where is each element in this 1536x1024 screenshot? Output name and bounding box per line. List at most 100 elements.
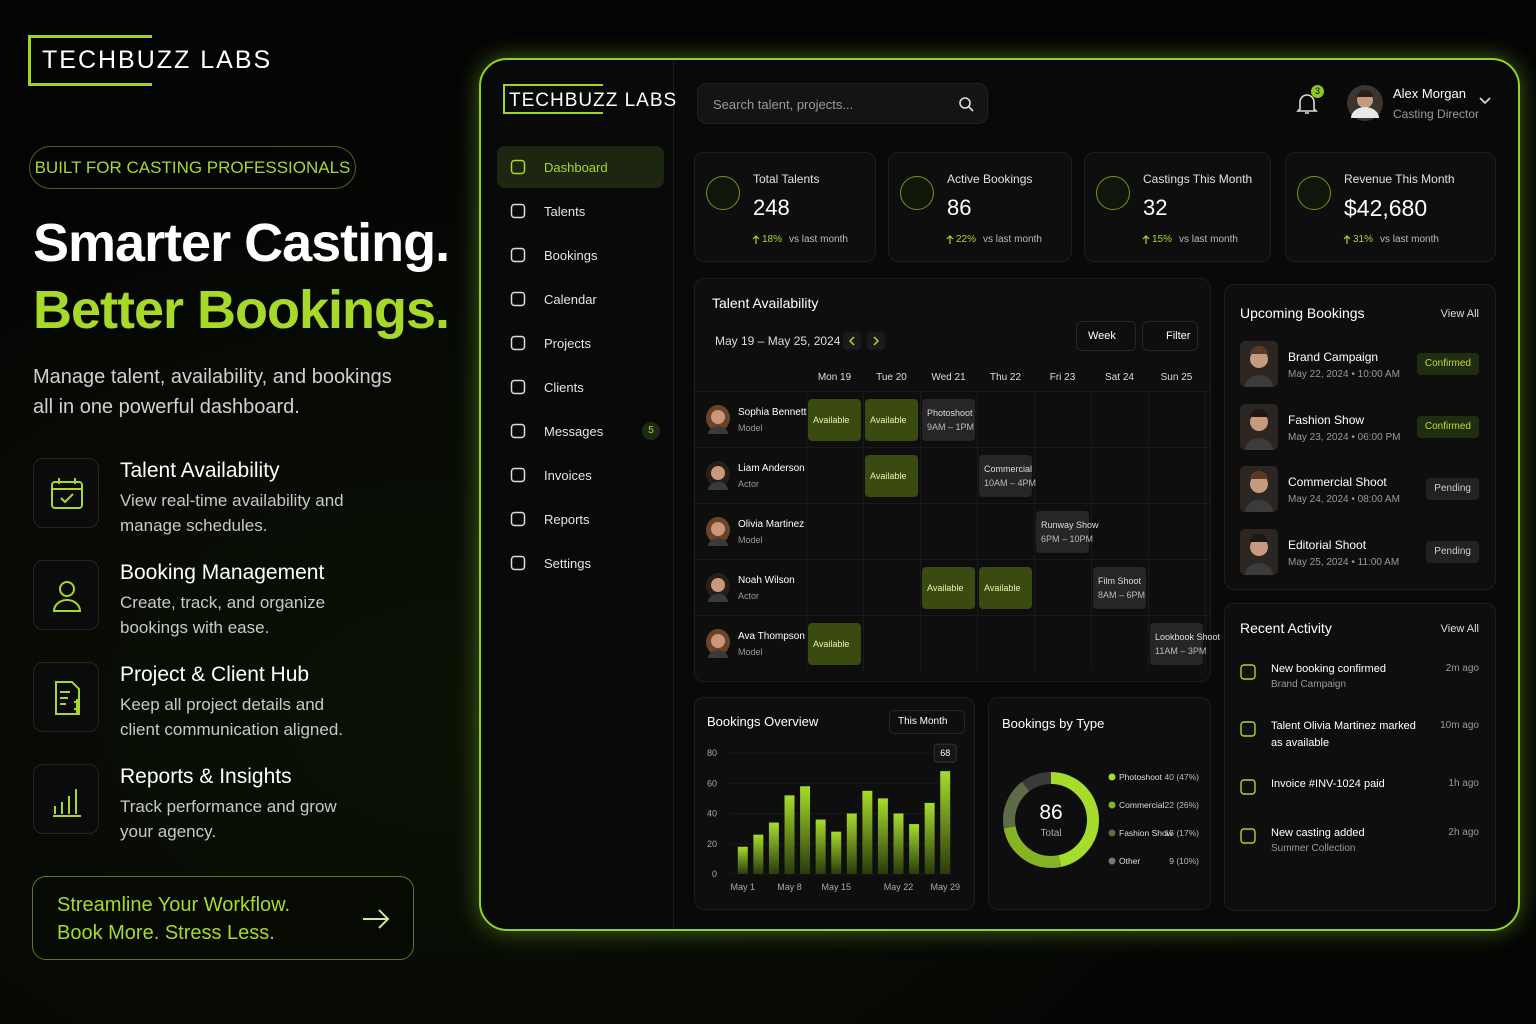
stat-value: 248 [753,195,790,220]
row-line [695,447,1210,448]
booking-slot[interactable]: Photoshoot 9AM – 1PM [922,399,975,441]
user-avatar[interactable] [1346,84,1384,122]
talent-name: Ava Thompson [738,631,805,642]
icon [55,681,80,715]
booking-name: Brand Campaign [1288,350,1379,364]
nav-item[interactable]: Bookings [497,234,664,276]
nav-icon [510,423,526,439]
booking-name: Fashion Show [1288,412,1365,427]
x-tick-label: May 8 [777,882,802,892]
panel-title: Recent Activity [1240,620,1332,636]
nav-item[interactable]: Reports [497,498,664,540]
period-select[interactable]: This Month [889,710,965,734]
day-header: Wed 21 [931,372,966,383]
icon [51,478,83,509]
bar [800,786,811,874]
hero-badge: BUILT FOR CASTING PROFESSIONALS [29,146,356,189]
filter-button[interactable]: Filter [1142,321,1198,351]
slot-label: Photoshoot [927,408,973,418]
panel-title: Bookings by Type [1002,716,1105,731]
nav-item[interactable]: Clients [497,366,664,408]
bar [893,813,904,874]
bell[interactable] [1294,90,1320,118]
booking-slot[interactable]: Lookbook Shoot 11AM – 3PM [1150,623,1220,665]
stat-label: Active Bookings [947,172,1033,186]
booking-slot[interactable]: Available [922,567,975,609]
nav-item[interactable]: Talents [497,190,664,232]
legend-dot [1108,801,1116,809]
search[interactable]: Search talent, projects... [697,83,988,124]
icon [53,789,81,817]
feature-text: Keep all project details and client comm… [120,695,344,739]
bar [768,822,779,874]
cta[interactable]: Streamline Your Workflow. Book More. Str… [32,876,414,960]
activity-detail: Brand Campaign [1271,679,1347,690]
nav-item[interactable]: Calendar [497,278,664,320]
nav-icon [510,247,526,263]
activity-icon [1240,828,1256,844]
view-all[interactable]: View All [1440,308,1479,320]
stat-change: 18% [762,234,783,245]
stat-card: Revenue This Month $42,680 31% vs last mont… [1285,152,1496,262]
booking-status: Pending [1426,478,1479,500]
booking-slot[interactable]: Runway Show 6PM – 10PM [1036,511,1099,553]
callout [933,743,957,763]
view-all[interactable]: View All [1440,623,1479,635]
booking-slot[interactable]: Film Shoot 8AM – 6PM [1093,567,1146,609]
nav-item[interactable]: Settings [497,542,664,584]
row-line [695,559,1210,560]
feature-text: Track performance and grow your agency. [120,797,337,841]
nav-icon [510,291,526,307]
legend-name: Photoshoot [1119,772,1163,782]
activity-time: 2m ago [1445,663,1479,674]
slot-label: Available [813,639,850,649]
range-arrows[interactable] [843,331,893,351]
overview-chart: 0 20 40 60 80 May 1 May 8 May 15 May 22 May 29 68 [707,743,960,892]
hero-subtitle: Manage talent, availability, and booking… [33,366,392,418]
up-arrow [1142,235,1150,244]
feature-title: Talent Availability [120,459,280,482]
donut-total-label: Total [1040,828,1061,839]
nav-label: Dashboard [544,160,608,175]
booking-slot[interactable]: Available [865,399,918,441]
legend-dot [1108,829,1116,837]
bar [909,824,920,874]
hero-headline: Smarter Casting. [33,213,450,273]
talent-name: Sophia Bennett [738,407,807,418]
nav-item[interactable]: Messages 5 [497,410,664,452]
slot-label: Available [927,583,964,593]
stat-card: Active Bookings 86 22% vs last month [888,152,1072,262]
slot-time: 11AM – 3PM [1155,646,1207,656]
panel-title: Talent Availability [712,295,819,311]
x-tick-label: May 22 [884,882,914,892]
donut-total: 86 [1039,801,1062,824]
nav-item[interactable]: Invoices [497,454,664,496]
booking-slot[interactable]: Commercial 10AM – 4PM [979,455,1036,497]
activity-text: New booking confirmed [1271,663,1386,675]
booking-slot[interactable]: Available [865,455,918,497]
activity-time: 1h ago [1448,778,1479,789]
nav-item[interactable]: Dashboard [497,146,664,188]
slot-time: 6PM – 10PM [1041,534,1094,544]
booking-slot[interactable]: Available [808,399,861,441]
user-menu-chevron[interactable] [1478,96,1492,106]
legend-value: 22 (26%) [1165,800,1200,810]
booking-name: Commercial Shoot [1288,475,1387,489]
stat-note: vs last month [789,234,848,245]
x-tick-label: May 1 [731,882,756,892]
view-select[interactable]: Week [1076,321,1136,351]
period-label: This Month [898,716,948,727]
booking-slot[interactable]: Available [979,567,1032,609]
activity-time: 10m ago [1440,720,1479,731]
stat-icon [1297,176,1331,210]
activity-icon [1240,779,1256,795]
booking-slot[interactable]: Available [808,623,861,665]
legend-value: 15 (17%) [1165,828,1200,838]
panel-title: Bookings Overview [707,714,819,729]
nav-item[interactable]: Projects [497,322,664,364]
up-arrow [946,235,954,244]
brand-frame [28,35,152,85]
stat-label: Total Talents [753,172,820,186]
grid-line [920,391,921,671]
activity-panel: Recent Activity View All New booking con… [1224,603,1496,911]
